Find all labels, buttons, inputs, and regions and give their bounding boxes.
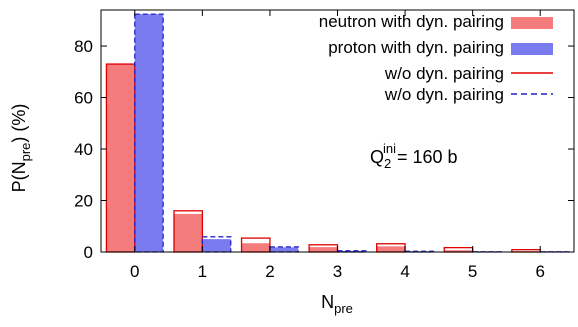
x-axis-label: Npre bbox=[321, 292, 353, 316]
y-axis-label: P(Npre) (%) bbox=[9, 104, 33, 193]
neutron-bar-2 bbox=[242, 243, 270, 252]
y-tick-label-0: 0 bbox=[84, 243, 93, 262]
y-tick-label-60: 60 bbox=[74, 89, 93, 108]
x-tick-label-6: 6 bbox=[535, 262, 544, 281]
x-tick-label-0: 0 bbox=[130, 262, 139, 281]
y-tick-label-40: 40 bbox=[74, 140, 93, 159]
neutron-bar-3 bbox=[309, 247, 337, 252]
legend-swatch-neutron bbox=[511, 17, 553, 29]
neutron-bar-4 bbox=[377, 246, 405, 252]
x-tick-label-4: 4 bbox=[400, 262, 409, 281]
legend-label-wo-dashed: w/o dyn. pairing bbox=[384, 85, 504, 104]
q2-annotation-sub: 2 bbox=[384, 156, 391, 171]
y-axis-label-a: P(N bbox=[9, 161, 29, 192]
neutron-bar-0 bbox=[106, 64, 134, 252]
x-tick-label-2: 2 bbox=[265, 262, 274, 281]
x-axis-label-sub: pre bbox=[334, 301, 353, 316]
legend-swatch-proton bbox=[511, 43, 553, 55]
proton-bar-2 bbox=[270, 247, 298, 252]
x-tick-label-3: 3 bbox=[333, 262, 342, 281]
legend-label-neutron: neutron with dyn. pairing bbox=[319, 12, 504, 31]
q2-annotation-rest: = 160 b bbox=[397, 147, 458, 167]
x-tick-label-1: 1 bbox=[198, 262, 207, 281]
legend-label-proton: proton with dyn. pairing bbox=[328, 38, 504, 57]
legend-label-wo-solid: w/o dyn. pairing bbox=[384, 64, 504, 83]
q2-annotation: Q2ini= 160 b bbox=[370, 141, 458, 171]
y-axis-label-b: ) (%) bbox=[9, 104, 29, 143]
y-tick-label-20: 20 bbox=[74, 192, 93, 211]
q2-annotation-sup: ini bbox=[383, 141, 396, 156]
neutron-bar-1 bbox=[174, 214, 202, 252]
x-axis-label-main: N bbox=[321, 292, 334, 312]
legend: neutron with dyn. pairing proton with dy… bbox=[319, 12, 553, 104]
y-axis-label-sub: pre bbox=[18, 143, 33, 162]
proton-bar-0 bbox=[135, 14, 163, 252]
y-tick-label-80: 80 bbox=[74, 37, 93, 56]
proton-bar-1 bbox=[202, 239, 230, 252]
x-tick-label-5: 5 bbox=[468, 262, 477, 281]
q2-annotation-main: Q bbox=[370, 147, 384, 167]
